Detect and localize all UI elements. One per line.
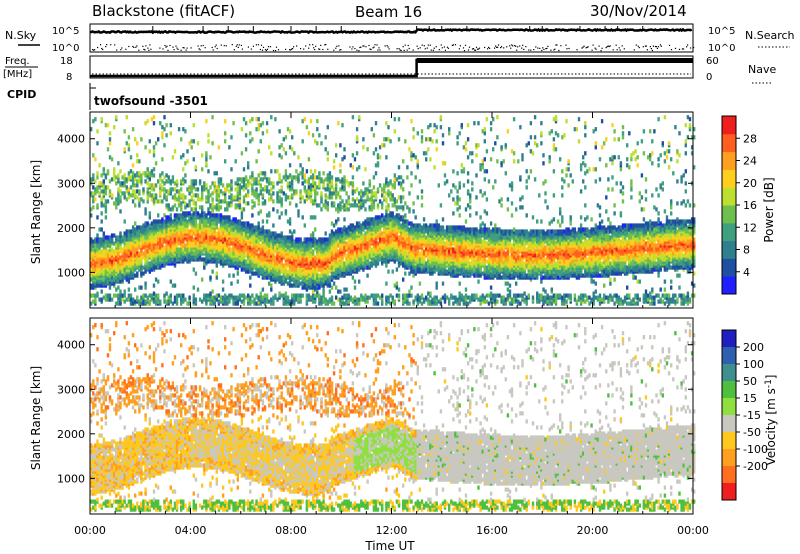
y-tick-label: 2000 bbox=[57, 428, 85, 441]
nave-tick-top: 60 bbox=[706, 56, 719, 67]
velocity-ylabel: Slant Range [km] bbox=[29, 366, 43, 470]
nsky-tick-bottom: 10^0 bbox=[52, 43, 79, 54]
power-colorbar-segment bbox=[722, 240, 736, 259]
time-xlabel: Time UT bbox=[364, 539, 415, 553]
velocity-colorbar-tick: -200 bbox=[743, 460, 768, 473]
velocity-colorbar-segment bbox=[722, 432, 736, 450]
power-colorbar-segment bbox=[722, 276, 736, 295]
power-colorbar-segment bbox=[722, 258, 736, 277]
freq-tick-top: 18 bbox=[60, 56, 73, 67]
y-tick-label: 3000 bbox=[57, 383, 85, 396]
station-title: Blackstone (fitACF) bbox=[92, 2, 235, 20]
cpid-label: CPID bbox=[7, 88, 36, 101]
power-colorbar-tick: 4 bbox=[743, 266, 750, 279]
power-colorbar-segment bbox=[722, 116, 736, 135]
y-tick-label: 1000 bbox=[57, 472, 85, 485]
freq-label-bottom: [MHz] bbox=[3, 69, 32, 80]
power-heatmap bbox=[90, 115, 696, 306]
velocity-colorbar-tick: -50 bbox=[743, 426, 761, 439]
velocity-colorbar-tick: 15 bbox=[743, 392, 757, 405]
velocity-colorbar-tick: 50 bbox=[743, 375, 757, 388]
y-tick-label: 4000 bbox=[57, 339, 85, 352]
power-colorbar-tick: 8 bbox=[743, 244, 750, 257]
velocity-colorbar-tick: -15 bbox=[743, 409, 761, 422]
y-tick-label: 2000 bbox=[57, 222, 85, 235]
freq-label-top: Freq. bbox=[5, 56, 30, 67]
velocity-colorbar: 200 100 50 15 -15 -50 -100 -200 bbox=[721, 329, 768, 501]
freq-series bbox=[90, 58, 693, 78]
power-colorbar-segment bbox=[722, 187, 736, 206]
velocity-colorbar-segment bbox=[722, 466, 736, 484]
velocity-colorbar-segment bbox=[722, 449, 736, 467]
power-colorbar-segment bbox=[722, 133, 736, 153]
velocity-colorbar-segment bbox=[722, 381, 736, 399]
velocity-colorbar-tick: -100 bbox=[743, 443, 768, 456]
velocity-colorbar-segment bbox=[722, 483, 736, 501]
time-axis: 00:00 04:00 08:00 12:00 16:00 20:00 00:00 bbox=[74, 112, 709, 537]
velocity-colorbar-tick: 200 bbox=[743, 341, 764, 354]
velocity-y-axis: 1000 2000 3000 4000 bbox=[57, 339, 693, 485]
velocity-colorbar-tick: 100 bbox=[743, 358, 764, 371]
cpid-mode: twofsound -3501 bbox=[94, 94, 208, 108]
power-colorbar: 4 8 12 16 20 24 28 bbox=[721, 115, 757, 295]
velocity-colorbar-segment bbox=[722, 330, 736, 348]
time-tick-label: 00:00 bbox=[74, 524, 106, 537]
power-colorbar-segment bbox=[722, 222, 736, 242]
nave-label: Nave bbox=[748, 63, 776, 76]
time-tick-label: 20:00 bbox=[577, 524, 609, 537]
nsky-tick-top: 10^5 bbox=[52, 26, 79, 37]
date-title: 30/Nov/2014 bbox=[590, 2, 687, 20]
y-tick-label: 4000 bbox=[57, 133, 85, 146]
velocity-colorbar-label: Velocity [m s-1] bbox=[764, 375, 778, 466]
beam-title: Beam 16 bbox=[355, 3, 422, 21]
velocity-colorbar-segment bbox=[722, 347, 736, 365]
time-tick-label: 04:00 bbox=[175, 524, 207, 537]
power-colorbar-segment bbox=[722, 169, 736, 188]
nsky-label: N.Sky bbox=[5, 29, 37, 42]
freq-tick-bottom: 8 bbox=[66, 72, 72, 83]
power-ylabel: Slant Range [km] bbox=[29, 160, 43, 264]
time-tick-label: 12:00 bbox=[376, 524, 408, 537]
power-colorbar-tick: 16 bbox=[743, 199, 757, 212]
power-colorbar-label: Power [dB] bbox=[762, 177, 776, 242]
nave-tick-bottom: 0 bbox=[706, 72, 712, 83]
nsearch-label: N.Search bbox=[745, 29, 795, 42]
power-colorbar-tick: 12 bbox=[743, 221, 757, 234]
y-tick-label: 1000 bbox=[57, 266, 85, 279]
velocity-heatmap bbox=[90, 321, 696, 512]
power-colorbar-segment bbox=[722, 151, 736, 170]
velocity-colorbar-segment bbox=[722, 364, 736, 382]
time-tick-label: 00:00 bbox=[677, 524, 709, 537]
power-colorbar-tick: 24 bbox=[743, 155, 757, 168]
nsearch-tick-top: 10^5 bbox=[708, 26, 735, 37]
velocity-colorbar-segment bbox=[722, 398, 736, 416]
nsearch-tick-bottom: 10^0 bbox=[708, 43, 735, 54]
power-colorbar-tick: 20 bbox=[743, 177, 757, 190]
power-y-axis: 1000 2000 3000 4000 bbox=[57, 133, 693, 279]
velocity-colorbar-segment bbox=[722, 415, 736, 433]
time-tick-label: 08:00 bbox=[275, 524, 307, 537]
y-tick-label: 3000 bbox=[57, 177, 85, 190]
power-colorbar-segment bbox=[722, 205, 736, 224]
nsky-series bbox=[89, 26, 695, 52]
time-tick-label: 16:00 bbox=[476, 524, 508, 537]
power-colorbar-tick: 28 bbox=[743, 132, 757, 145]
